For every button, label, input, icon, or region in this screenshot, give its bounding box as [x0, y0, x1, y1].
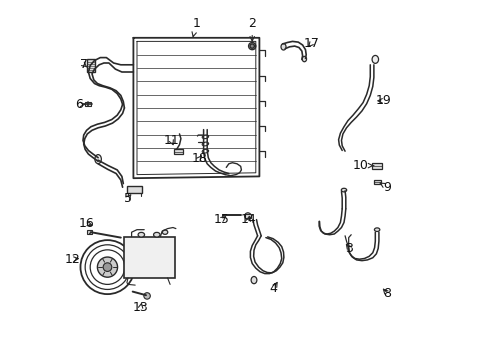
Text: 13: 13 — [133, 301, 148, 314]
Circle shape — [103, 263, 112, 271]
Text: 10: 10 — [352, 159, 374, 172]
Ellipse shape — [138, 233, 145, 237]
Text: 3: 3 — [345, 242, 353, 255]
Ellipse shape — [95, 154, 101, 163]
Circle shape — [250, 44, 254, 48]
Text: 2: 2 — [248, 17, 256, 41]
Text: 1: 1 — [192, 17, 200, 37]
Text: 9: 9 — [380, 181, 391, 194]
Text: 8: 8 — [383, 287, 391, 300]
Bar — [87, 59, 95, 72]
Ellipse shape — [162, 230, 168, 234]
Bar — [174, 149, 183, 154]
Ellipse shape — [342, 188, 347, 192]
Text: 5: 5 — [124, 192, 132, 204]
Bar — [85, 102, 91, 106]
Text: 11: 11 — [163, 134, 179, 147]
Text: 16: 16 — [79, 217, 95, 230]
Text: 15: 15 — [214, 213, 229, 226]
Ellipse shape — [281, 44, 286, 50]
Bar — [372, 163, 382, 169]
Ellipse shape — [153, 233, 160, 237]
Ellipse shape — [251, 276, 257, 284]
Text: 6: 6 — [75, 98, 85, 111]
Circle shape — [144, 293, 150, 299]
Ellipse shape — [372, 55, 379, 63]
Bar — [127, 186, 142, 193]
Bar — [87, 230, 92, 234]
Bar — [124, 237, 175, 278]
Circle shape — [245, 213, 251, 219]
Text: 19: 19 — [376, 94, 392, 107]
Circle shape — [98, 257, 118, 277]
Text: 7: 7 — [80, 58, 88, 71]
Text: 12: 12 — [65, 253, 81, 266]
Text: 14: 14 — [241, 213, 256, 226]
Ellipse shape — [302, 57, 307, 62]
Text: 4: 4 — [270, 282, 278, 294]
Circle shape — [248, 42, 256, 50]
Bar — [374, 180, 381, 184]
Text: 17: 17 — [304, 37, 319, 50]
Text: 18: 18 — [191, 152, 207, 165]
Bar — [245, 214, 251, 218]
Ellipse shape — [374, 228, 380, 231]
